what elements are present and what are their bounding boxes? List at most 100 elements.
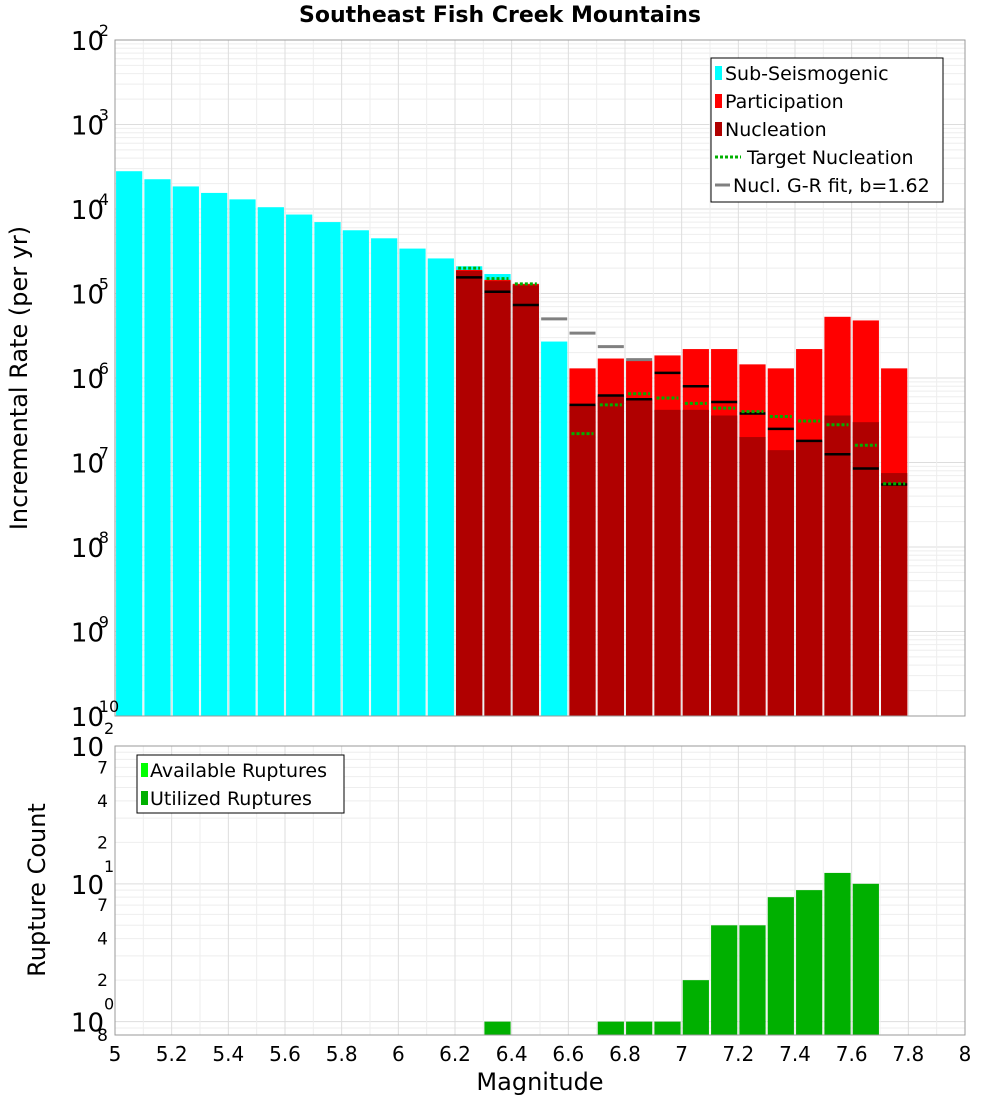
legend-label-participation: Participation <box>725 91 844 113</box>
top-y-tick-exponent: -7 <box>93 444 109 463</box>
utilized-ruptures-bar <box>682 980 709 1035</box>
x-tick-label: 5 <box>109 1042 122 1066</box>
top-y-tick: 10-10 <box>71 697 119 733</box>
top-y-tick-exponent: -2 <box>93 21 109 40</box>
top-y-tick: 10-6 <box>71 359 109 395</box>
utilized-ruptures-bar <box>739 925 766 1035</box>
nucleation-bar <box>824 415 851 716</box>
x-tick-label: 7.4 <box>779 1042 811 1066</box>
subseismogenic-bar <box>427 258 454 716</box>
top-y-tick-base: 10 <box>71 281 104 311</box>
subseismogenic-bar <box>342 230 369 716</box>
legend-label-nucleation: Nucleation <box>725 119 827 141</box>
chart-title: Southeast Fish Creek Mountains <box>299 3 701 28</box>
top-y-tick-exponent: -6 <box>93 359 109 378</box>
subseismogenic-bar <box>116 171 143 716</box>
top-y-axis-label: Incremental Rate (per yr) <box>5 226 33 530</box>
bottom-y-minor-tick: 2 <box>97 971 108 991</box>
nucleation-bar <box>881 473 908 716</box>
utilized-ruptures-bar <box>654 1021 681 1035</box>
x-tick-label: 7.6 <box>836 1042 868 1066</box>
legend-swatch-participation <box>715 94 722 108</box>
top-y-tick-exponent: -10 <box>93 697 119 716</box>
nucleation-bar <box>654 409 681 716</box>
x-tick-label: 7 <box>675 1042 688 1066</box>
top-y-tick: 10-4 <box>71 190 109 226</box>
top-y-tick-exponent: -9 <box>93 613 109 632</box>
bottom-y-tick-exponent: 2 <box>104 719 114 738</box>
bottom-y-tick-exponent: 1 <box>104 857 114 876</box>
top-y-tick: 10-2 <box>71 21 109 57</box>
utilized-ruptures-bar <box>711 925 738 1035</box>
x-tick-label: 6.6 <box>552 1042 584 1066</box>
legend-label-gr-fit: Nucl. G-R fit, b=1.62 <box>733 175 930 197</box>
nucleation-bar <box>796 440 823 716</box>
subseismogenic-bar <box>201 192 228 716</box>
top-y-tick-base: 10 <box>71 450 104 480</box>
top-y-tick: 10-9 <box>71 613 109 649</box>
top-y-tick-exponent: -4 <box>93 190 109 209</box>
top-y-tick: 10-3 <box>71 106 109 142</box>
nucleation-bar <box>626 399 653 716</box>
bottom-y-tick-base: 10 <box>71 733 104 763</box>
bottom-x-tick-labels: 5 5.2 5.4 5.6 5.8 6 6.2 6.4 6.6 6.8 7 7.2 7.4 7.6 7.8 8 <box>109 1042 972 1066</box>
utilized-ruptures-bar <box>484 1021 511 1035</box>
nucleation-bar <box>739 437 766 716</box>
x-axis-label: Magnitude <box>476 1068 603 1096</box>
top-y-tick: 10-7 <box>71 444 109 480</box>
subseismogenic-bar <box>286 214 313 716</box>
top-legend-box <box>710 57 944 203</box>
nucleation-bar <box>456 270 483 716</box>
bottom-y-minor-tick: 7 <box>97 896 108 916</box>
subseismogenic-bar <box>371 238 398 717</box>
subseismogenic-bar <box>257 207 284 716</box>
x-tick-label: 6 <box>392 1042 405 1066</box>
top-y-tick-base: 10 <box>71 196 104 226</box>
bottom-y-tick: 100 <box>71 995 114 1039</box>
nucleation-bar <box>512 285 539 716</box>
bottom-y-minor-tick: 8 <box>97 1026 108 1046</box>
x-tick-label: 5.6 <box>269 1042 301 1066</box>
legend-swatch-available <box>141 763 148 777</box>
bottom-y-minor-tick: 4 <box>97 792 108 812</box>
nucleation-bar <box>569 404 596 716</box>
subseismogenic-bar <box>314 222 341 716</box>
bottom-y-minor-tick: 7 <box>97 758 108 778</box>
nucleation-bar <box>682 409 709 716</box>
nucleation-bar <box>711 415 738 716</box>
x-tick-label: 6.4 <box>496 1042 528 1066</box>
subseismogenic-bar <box>229 199 256 717</box>
subseismogenic-bar <box>541 341 568 716</box>
nucleation-bar <box>852 422 879 716</box>
top-y-tick-exponent: -3 <box>93 106 109 125</box>
legend-label-utilized: Utilized Ruptures <box>150 788 312 810</box>
legend-label-target-nucleation: Target Nucleation <box>746 147 914 169</box>
bottom-y-minor-tick: 4 <box>97 930 108 950</box>
nucleation-bar <box>484 281 511 716</box>
x-tick-label: 5.8 <box>326 1042 358 1066</box>
legend-label-subseismogenic: Sub-Seismogenic <box>725 63 889 85</box>
subseismogenic-bar <box>172 186 199 716</box>
x-tick-label: 8 <box>959 1042 972 1066</box>
bottom-bars <box>484 872 879 1035</box>
top-y-tick-exponent: -5 <box>93 275 109 294</box>
subseismogenic-bar <box>144 179 171 716</box>
top-plot-frame <box>114 39 966 717</box>
utilized-ruptures-bar <box>626 1021 653 1035</box>
top-marks <box>456 266 908 486</box>
utilized-ruptures-bar <box>796 890 823 1035</box>
legend-swatch-nucleation <box>715 122 722 136</box>
bottom-y-tick: 101 <box>71 857 114 901</box>
utilized-ruptures-bar <box>767 897 794 1035</box>
nucleation-bar <box>767 450 794 716</box>
x-tick-label: 7.8 <box>892 1042 924 1066</box>
top-legend: Sub-Seismogenic Participation Nucleation… <box>710 57 944 203</box>
top-y-tick-base: 10 <box>71 534 104 564</box>
top-bars <box>116 171 908 717</box>
x-tick-label: 7.2 <box>722 1042 754 1066</box>
x-tick-label: 5.4 <box>212 1042 244 1066</box>
